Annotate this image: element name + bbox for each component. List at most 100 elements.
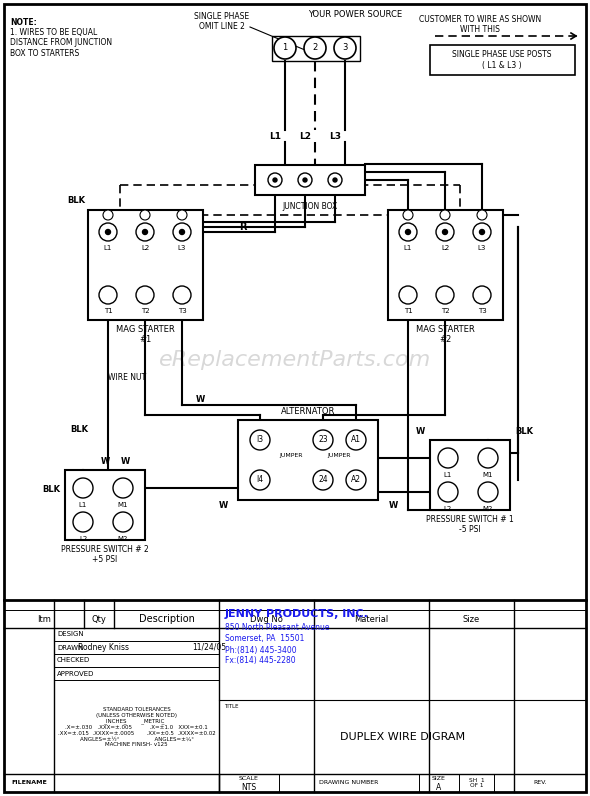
- Text: L2: L2: [79, 536, 87, 542]
- Text: L3: L3: [478, 245, 486, 251]
- Bar: [255, 165, 365, 195]
- Circle shape: [103, 210, 113, 220]
- Text: 1: 1: [283, 44, 288, 53]
- Circle shape: [399, 286, 417, 304]
- Text: W: W: [416, 427, 425, 436]
- Circle shape: [436, 223, 454, 241]
- Circle shape: [334, 37, 356, 59]
- Text: eReplacementParts.com: eReplacementParts.com: [159, 350, 431, 370]
- Text: W: W: [100, 458, 110, 466]
- Text: Fx:(814) 445-2280: Fx:(814) 445-2280: [225, 657, 296, 665]
- Bar: [238, 420, 378, 500]
- Text: T3: T3: [178, 308, 186, 314]
- Text: BLK: BLK: [42, 486, 60, 494]
- Circle shape: [273, 178, 277, 182]
- Text: NTS: NTS: [241, 783, 257, 793]
- Text: A2: A2: [351, 475, 361, 485]
- Text: WIRE NUT: WIRE NUT: [108, 373, 146, 383]
- Text: PRESSURE SWITCH # 2
+5 PSI: PRESSURE SWITCH # 2 +5 PSI: [61, 545, 149, 564]
- Text: L3: L3: [329, 132, 341, 141]
- Circle shape: [173, 223, 191, 241]
- Circle shape: [438, 448, 458, 468]
- Circle shape: [298, 173, 312, 187]
- Circle shape: [304, 37, 326, 59]
- Text: JUNCTION BOX: JUNCTION BOX: [283, 202, 337, 211]
- Text: T2: T2: [441, 308, 450, 314]
- Circle shape: [73, 478, 93, 498]
- Circle shape: [328, 173, 342, 187]
- Circle shape: [442, 229, 447, 235]
- Text: 3: 3: [342, 44, 348, 53]
- Circle shape: [173, 286, 191, 304]
- Text: L1: L1: [269, 132, 281, 141]
- Text: DRAWING NUMBER: DRAWING NUMBER: [319, 781, 379, 786]
- Text: 11/24/05: 11/24/05: [192, 643, 226, 652]
- Text: SIZE: SIZE: [432, 777, 446, 782]
- Text: 24: 24: [318, 475, 328, 485]
- Text: Itm: Itm: [37, 615, 51, 623]
- Text: M1: M1: [483, 472, 493, 478]
- Text: R: R: [240, 222, 247, 232]
- Text: Rodney Kniss: Rodney Kniss: [78, 643, 129, 652]
- Circle shape: [436, 286, 454, 304]
- Circle shape: [478, 482, 498, 502]
- Text: L1: L1: [404, 245, 412, 251]
- Circle shape: [113, 512, 133, 532]
- Circle shape: [106, 229, 110, 235]
- Text: W: W: [218, 501, 228, 509]
- Text: SH  1
OF 1: SH 1 OF 1: [468, 778, 484, 788]
- Circle shape: [177, 210, 187, 220]
- Text: W: W: [388, 501, 398, 509]
- Circle shape: [477, 210, 487, 220]
- Text: W: W: [195, 396, 205, 404]
- Text: L2: L2: [441, 245, 449, 251]
- Text: DESIGN: DESIGN: [57, 631, 84, 638]
- Text: T1: T1: [404, 308, 412, 314]
- Circle shape: [99, 286, 117, 304]
- Bar: [430, 440, 510, 510]
- Circle shape: [313, 470, 333, 490]
- Text: M2: M2: [483, 506, 493, 512]
- Circle shape: [438, 482, 458, 502]
- Circle shape: [346, 430, 366, 450]
- Circle shape: [399, 223, 417, 241]
- Circle shape: [333, 178, 337, 182]
- Circle shape: [136, 223, 154, 241]
- Bar: [430, 45, 575, 75]
- Circle shape: [403, 210, 413, 220]
- Circle shape: [143, 229, 148, 235]
- Text: L1: L1: [444, 472, 452, 478]
- Circle shape: [346, 470, 366, 490]
- Text: Somerset, PA  15501: Somerset, PA 15501: [225, 634, 304, 643]
- Circle shape: [473, 286, 491, 304]
- Text: JENNY PRODUCTS, INC.: JENNY PRODUCTS, INC.: [225, 609, 369, 619]
- Circle shape: [136, 286, 154, 304]
- Text: PRESSURE SWITCH # 1
-5 PSI: PRESSURE SWITCH # 1 -5 PSI: [426, 515, 514, 534]
- Text: Dwg No: Dwg No: [250, 615, 283, 623]
- Text: BLK: BLK: [515, 427, 533, 436]
- Text: Description: Description: [139, 614, 195, 624]
- Text: 850 North Pleasant Avenue: 850 North Pleasant Avenue: [225, 623, 329, 633]
- Text: FILENAME: FILENAME: [11, 781, 47, 786]
- Circle shape: [179, 229, 185, 235]
- Text: A1: A1: [351, 435, 361, 444]
- Circle shape: [478, 448, 498, 468]
- Text: BLK: BLK: [70, 426, 88, 435]
- Text: W: W: [120, 458, 130, 466]
- Text: Size: Size: [463, 615, 480, 623]
- Text: T3: T3: [478, 308, 486, 314]
- Text: TITLE: TITLE: [224, 704, 238, 709]
- Text: T1: T1: [104, 308, 112, 314]
- Text: I4: I4: [257, 475, 264, 485]
- Circle shape: [480, 229, 484, 235]
- Text: SINGLE PHASE
OMIT LINE 2: SINGLE PHASE OMIT LINE 2: [195, 12, 250, 31]
- Text: DUPLEX WIRE DIGRAM: DUPLEX WIRE DIGRAM: [340, 732, 465, 742]
- Text: I3: I3: [257, 435, 264, 444]
- Text: BLK: BLK: [67, 196, 85, 205]
- Text: 2: 2: [312, 44, 317, 53]
- Text: A: A: [437, 783, 442, 793]
- Text: L3: L3: [178, 245, 186, 251]
- Text: 23: 23: [318, 435, 328, 444]
- Text: L2: L2: [299, 132, 311, 141]
- Text: CHECKED: CHECKED: [57, 657, 90, 664]
